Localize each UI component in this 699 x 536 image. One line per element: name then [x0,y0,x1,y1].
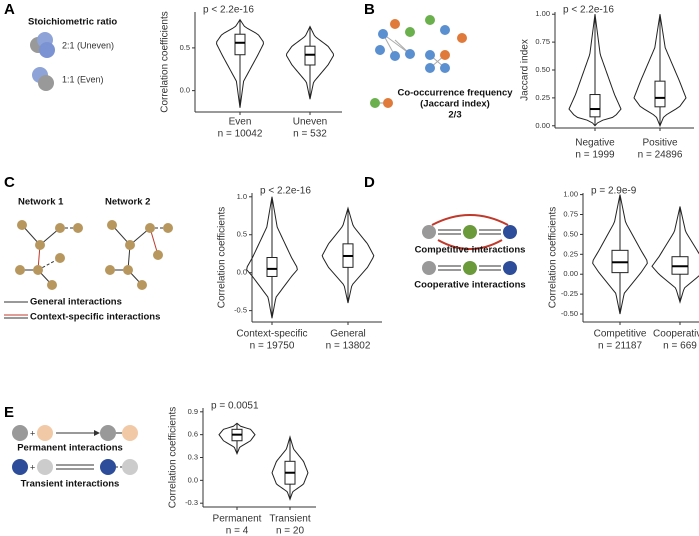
box [266,257,278,277]
schematic-a: A Stoichiometric ratio 2:1 (Uneven) 1:1 … [4,1,117,91]
violin [216,18,264,108]
n-label: n = 4 [226,526,249,536]
y-tick-label: 0.75 [563,209,578,218]
label: (Jaccard index) [420,99,490,110]
violin [285,25,335,100]
y-tick-label: 0.00 [535,121,550,130]
y-tick-label: 0.0 [180,86,190,95]
schematic-b: B Co-occurrence frequency (Jaccard index… [364,1,513,121]
label: Network 1 [18,197,64,208]
y-tick-label: 0.50 [563,229,578,238]
y-tick-label: 1.00 [563,190,578,199]
y-tick-label: 0.0 [188,475,198,484]
label: Competitive interactions [415,245,526,256]
p-value: p < 2.2e-16 [563,5,614,16]
y-tick-label: 0.75 [535,37,550,46]
n-label: n = 532 [293,129,327,140]
y-tick-label: 0.0 [237,268,247,277]
n-label: n = 669 [663,341,697,352]
svg-text:+: + [30,462,35,472]
p-value: p = 2.9e-9 [591,186,637,197]
y-axis-label: Correlation coefficients [217,207,228,309]
y-tick-label: 0.5 [237,230,247,239]
label: Context-specific interactions [30,312,160,323]
p-value: p < 2.2e-16 [203,5,254,16]
p-value: p < 2.2e-16 [260,186,311,197]
y-tick-label: -0.5 [234,306,247,315]
label: General interactions [30,297,122,308]
label: 2/3 [448,110,461,121]
x-tick-label: General [330,329,366,340]
y-tick-label: 0.9 [188,407,198,416]
n-label: n = 24896 [638,150,683,161]
label: Transient interactions [21,479,120,490]
y-tick-label: 0.5 [180,43,190,52]
label: Network 2 [105,197,150,208]
y-tick-label: 0.50 [535,65,550,74]
y-tick-label: 0.3 [188,452,198,461]
label: Co-occurrence frequency [397,88,513,99]
n-label: n = 20 [276,526,305,536]
x-tick-label: Transient [269,514,311,525]
panel-letter: D [364,174,375,191]
label: Cooperative interactions [414,280,525,291]
x-tick-label: Context-specific [236,329,307,340]
y-axis-label: Correlation coefficients [548,207,559,309]
n-label: n = 13802 [326,341,371,352]
y-tick-label: -0.25 [561,289,578,298]
y-tick-label: 0.00 [563,269,578,278]
x-tick-label: Even [229,117,252,128]
panel-letter: C [4,174,15,191]
violin [246,196,298,319]
schematic-c: C Network 1 Network 2 General interactio… [4,174,173,323]
n-label: n = 1999 [575,150,615,161]
y-tick-label: 0.25 [535,93,550,102]
p-value: p = 0.0051 [211,401,259,412]
y-tick-label: -0.3 [185,498,198,507]
y-tick-label: 0.6 [188,430,198,439]
y-axis-label: Jaccard index [520,39,531,101]
x-tick-label: Uneven [293,117,327,128]
box [234,33,246,56]
panel-letter: E [4,404,14,421]
violin [321,206,375,304]
y-tick-label: 1.0 [237,192,247,201]
violin [271,435,309,501]
molecule [39,42,55,58]
y-axis-label: Correlation coefficients [160,11,171,113]
label: Permanent interactions [17,443,123,454]
box [654,80,666,108]
x-tick-label: Negative [575,138,615,149]
n-label: n = 21187 [598,341,642,352]
y-tick-label: 1.00 [535,9,550,18]
y-axis-label: Correlation coefficients [168,407,179,509]
y-tick-label: 0.25 [563,249,578,258]
panel-letter: A [4,1,15,18]
box [589,94,601,118]
n-label: n = 19750 [250,341,295,352]
x-tick-label: Cooperative [653,329,699,340]
x-tick-label: Positive [642,138,677,149]
label: Stoichiometric ratio [28,17,117,28]
n-label: n = 10042 [218,129,263,140]
schematic-e: E + Permanent interactions + Transient i… [4,404,138,490]
panel-letter: B [364,1,375,18]
molecule [38,75,54,91]
label: 1:1 (Even) [62,74,104,84]
label: 2:1 (Uneven) [62,40,114,50]
svg-text:+: + [30,428,35,438]
y-tick-label: -0.50 [561,309,578,318]
violin [651,206,699,304]
schematic-d: D Competitive interactions Cooperative i… [364,174,526,291]
x-tick-label: Permanent [213,514,262,525]
x-tick-label: Competitive [594,329,647,340]
